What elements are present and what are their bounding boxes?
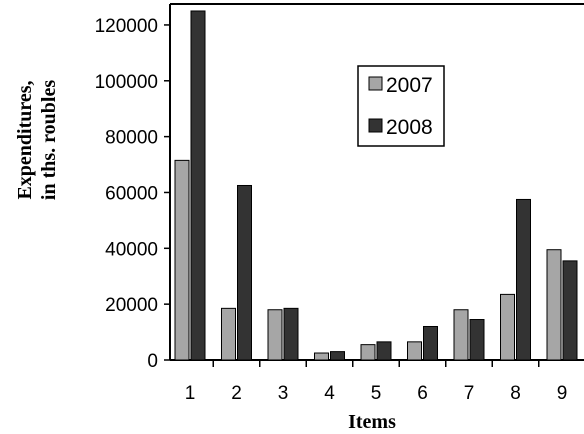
bar-2007-item-9 <box>546 249 562 361</box>
x-tick-label: 9 <box>557 383 568 404</box>
bar-2008-item-2 <box>237 184 252 361</box>
bar-2008-item-9 <box>562 260 578 361</box>
bar-2007-item-4 <box>314 352 329 361</box>
legend-swatch-2007 <box>368 76 383 91</box>
bars <box>174 10 578 361</box>
legend: 2007 2008 <box>357 65 445 147</box>
x-tick-label: 2 <box>231 383 242 404</box>
legend-label-2008: 2008 <box>386 116 433 139</box>
bar-2007-item-2 <box>221 307 236 361</box>
y-axis-title-line-1: Expenditures, <box>14 80 36 199</box>
x-axis-ticks: 1 2 3 4 5 6 7 8 9 <box>185 360 568 404</box>
legend-swatch-2008 <box>368 118 383 133</box>
y-tick-label: 60000 <box>105 183 158 204</box>
bar-2007-item-8 <box>500 293 515 361</box>
y-tick-label: 100000 <box>95 72 158 93</box>
bar-2008-item-7 <box>469 319 485 361</box>
bar-2007-item-3 <box>267 309 283 361</box>
x-tick-label: 4 <box>324 383 335 404</box>
x-tick-label: 3 <box>278 383 289 404</box>
bar-2007-item-7 <box>453 309 469 361</box>
y-axis-ticks: 0 20000 40000 60000 80000 100000 120000 <box>95 16 170 372</box>
x-tick-label: 7 <box>464 383 475 404</box>
x-tick-label: 1 <box>185 383 196 404</box>
y-axis-title: Expenditures, in ths. roubles <box>14 80 60 200</box>
bar-2008-item-8 <box>516 198 531 361</box>
bar-2008-item-1 <box>190 10 206 361</box>
x-tick-label: 8 <box>510 383 521 404</box>
bar-2007-item-5 <box>360 344 376 361</box>
bar-2007-item-1 <box>174 159 190 361</box>
bar-2008-item-3 <box>283 307 299 361</box>
x-axis-title: Items <box>348 411 396 433</box>
bar-2008-item-5 <box>376 341 392 361</box>
y-tick-label: 120000 <box>95 16 158 37</box>
bar-2008-item-4 <box>330 351 345 361</box>
y-tick-label: 20000 <box>105 295 158 316</box>
y-tick-label: 40000 <box>105 239 158 260</box>
x-tick-label: 5 <box>371 383 382 404</box>
legend-label-2007: 2007 <box>386 74 433 97</box>
y-axis-title-line-2: in ths. roubles <box>38 80 60 200</box>
y-tick-label: 80000 <box>105 128 158 149</box>
bar-2008-item-6 <box>423 325 438 361</box>
y-tick-label: 0 <box>147 351 158 372</box>
bar-2007-item-6 <box>407 341 422 361</box>
x-tick-label: 6 <box>417 383 428 404</box>
